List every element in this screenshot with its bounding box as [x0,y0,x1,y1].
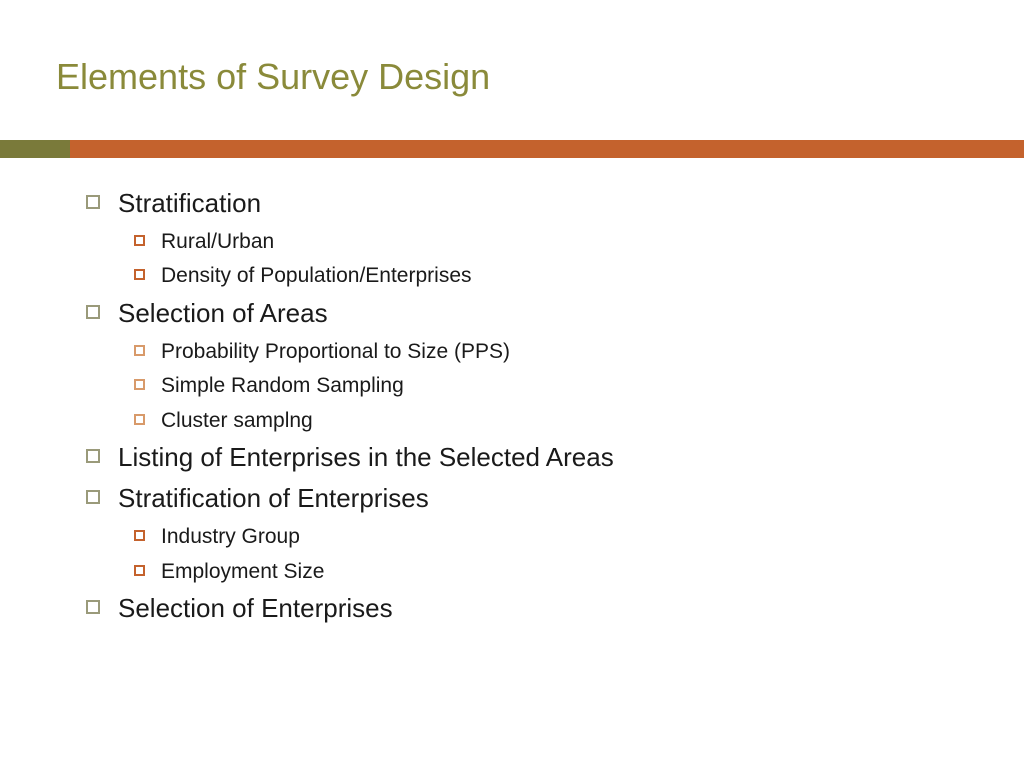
square-bullet-small-icon [134,269,145,280]
list-item-label: Selection of Enterprises [118,591,393,626]
list-item: Cluster samplng [134,406,968,435]
list-item-label: Simple Random Sampling [161,371,404,400]
content-area: Stratification Rural/Urban Density of Popu… [86,186,968,632]
square-bullet-small-icon [134,379,145,390]
list-item: Listing of Enterprises in the Selected A… [86,440,968,475]
list-item-label: Stratification of Enterprises [118,481,429,516]
list-item-label: Rural/Urban [161,227,274,256]
list-item: Stratification [86,186,968,221]
accent-bar [0,140,1024,158]
list-item: Density of Population/Enterprises [134,261,968,290]
list-item-label: Density of Population/Enterprises [161,261,472,290]
list-item-label: Employment Size [161,557,324,586]
square-bullet-icon [86,600,100,614]
list-item-label: Industry Group [161,522,300,551]
list-item-label: Cluster samplng [161,406,313,435]
square-bullet-small-icon [134,565,145,576]
list-item: Simple Random Sampling [134,371,968,400]
list-item: Probability Proportional to Size (PPS) [134,337,968,366]
list-item: Employment Size [134,557,968,586]
square-bullet-small-icon [134,530,145,541]
list-item: Rural/Urban [134,227,968,256]
accent-bar-right [70,140,1024,158]
square-bullet-small-icon [134,414,145,425]
list-item: Selection of Areas [86,296,968,331]
list-item: Industry Group [134,522,968,551]
square-bullet-small-icon [134,235,145,246]
list-item-label: Stratification [118,186,261,221]
list-item-label: Listing of Enterprises in the Selected A… [118,440,614,475]
list-item-label: Selection of Areas [118,296,328,331]
list-item: Stratification of Enterprises [86,481,968,516]
square-bullet-icon [86,490,100,504]
square-bullet-small-icon [134,345,145,356]
list-item-label: Probability Proportional to Size (PPS) [161,337,510,366]
square-bullet-icon [86,195,100,209]
square-bullet-icon [86,449,100,463]
accent-bar-left [0,140,70,158]
slide-title: Elements of Survey Design [56,56,490,98]
square-bullet-icon [86,305,100,319]
slide: Elements of Survey Design Stratification… [0,0,1024,768]
list-item: Selection of Enterprises [86,591,968,626]
